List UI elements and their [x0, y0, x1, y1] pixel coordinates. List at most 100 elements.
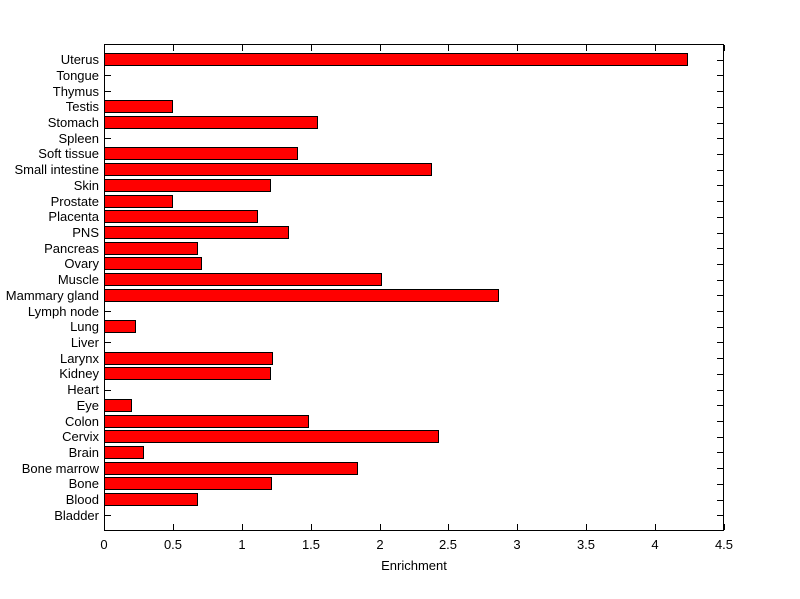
y-tick-label: Pancreas	[44, 241, 99, 256]
y-tick-mark-right	[717, 358, 723, 359]
x-tick-mark-top	[311, 45, 312, 51]
y-tick-mark-right	[717, 217, 723, 218]
y-tick-mark-right	[717, 123, 723, 124]
x-tick-mark	[242, 524, 243, 530]
y-tick-mark-right	[717, 264, 723, 265]
y-tick-label: Soft tissue	[38, 146, 99, 161]
y-tick-mark-right	[717, 327, 723, 328]
x-tick-mark-top	[586, 45, 587, 51]
y-tick-mark-right	[717, 437, 723, 438]
y-tick-label: Mammary gland	[5, 288, 99, 303]
x-tick-mark	[655, 524, 656, 530]
x-tick-label: 4.5	[714, 537, 734, 552]
x-tick-label: 1.5	[301, 537, 321, 552]
bar	[104, 289, 499, 302]
y-tick-mark-right	[717, 138, 723, 139]
y-tick-mark	[105, 91, 111, 92]
y-tick-label: Skin	[73, 178, 99, 193]
bar	[104, 493, 198, 506]
y-tick-mark-right	[717, 311, 723, 312]
y-tick-mark	[105, 311, 111, 312]
y-tick-mark	[105, 342, 111, 343]
x-tick-label: 2.5	[438, 537, 458, 552]
x-tick-mark	[380, 524, 381, 530]
y-tick-label: Bone	[68, 476, 99, 491]
y-tick-mark-right	[717, 280, 723, 281]
y-tick-mark-right	[717, 342, 723, 343]
x-tick-mark	[517, 524, 518, 530]
y-tick-mark-right	[717, 468, 723, 469]
x-tick-label: 2	[376, 537, 384, 552]
x-tick-label: 0.5	[163, 537, 183, 552]
y-tick-label: Colon	[65, 414, 99, 429]
x-tick-mark	[724, 524, 725, 530]
y-tick-label: Liver	[70, 335, 99, 350]
y-tick-label: Brain	[68, 445, 99, 460]
y-tick-label: Lung	[70, 319, 99, 334]
bar	[104, 399, 132, 412]
bar	[104, 210, 258, 223]
y-tick-label: Lymph node	[27, 304, 99, 319]
x-tick-mark	[586, 524, 587, 530]
y-tick-mark	[105, 75, 111, 76]
bar	[104, 242, 198, 255]
bar	[104, 367, 271, 380]
y-tick-label: Prostate	[50, 194, 99, 209]
x-tick-label: 3.5	[576, 537, 596, 552]
y-tick-label: Kidney	[59, 366, 99, 381]
y-tick-label: Thymus	[52, 84, 99, 99]
y-tick-label: Muscle	[57, 272, 99, 287]
y-tick-mark-right	[717, 390, 723, 391]
y-tick-label: Small intestine	[14, 162, 99, 177]
x-tick-mark-top	[655, 45, 656, 51]
y-tick-mark-right	[717, 295, 723, 296]
bar	[104, 163, 432, 176]
bar	[104, 147, 298, 160]
bar	[104, 257, 202, 270]
y-tick-mark-right	[717, 91, 723, 92]
x-tick-label: 0	[100, 537, 108, 552]
bar	[104, 195, 173, 208]
y-tick-mark-right	[717, 248, 723, 249]
y-tick-label: Bone marrow	[21, 461, 99, 476]
bar	[104, 415, 309, 428]
bar	[104, 352, 273, 365]
y-tick-mark-right	[717, 233, 723, 234]
y-tick-label: Uterus	[60, 52, 99, 67]
y-tick-label: Placenta	[48, 209, 99, 224]
y-tick-label: Blood	[65, 492, 99, 507]
y-tick-label: Eye	[76, 398, 99, 413]
y-tick-mark	[105, 390, 111, 391]
y-tick-label: Heart	[67, 382, 99, 397]
y-tick-mark-right	[717, 60, 723, 61]
y-tick-label: Cervix	[62, 429, 99, 444]
y-tick-label: Larynx	[59, 351, 99, 366]
x-tick-mark-top	[380, 45, 381, 51]
bar	[104, 446, 144, 459]
y-tick-label: Ovary	[64, 256, 99, 271]
y-tick-mark-right	[717, 515, 723, 516]
y-tick-label: Stomach	[47, 115, 99, 130]
x-tick-mark	[173, 524, 174, 530]
y-tick-label: Tongue	[56, 68, 99, 83]
x-tick-mark-top	[104, 45, 105, 51]
y-tick-label: Spleen	[58, 131, 99, 146]
y-tick-label: Bladder	[54, 508, 99, 523]
y-tick-label: PNS	[72, 225, 99, 240]
x-tick-mark-top	[517, 45, 518, 51]
x-tick-mark-top	[242, 45, 243, 51]
y-tick-mark-right	[717, 185, 723, 186]
x-tick-mark-top	[724, 45, 725, 51]
bar	[104, 477, 272, 490]
bar	[104, 273, 382, 286]
bar	[104, 462, 358, 475]
y-tick-mark-right	[717, 75, 723, 76]
bar	[104, 100, 173, 113]
y-tick-mark-right	[717, 452, 723, 453]
bar	[104, 430, 439, 443]
bar	[104, 53, 688, 66]
y-tick-mark-right	[717, 484, 723, 485]
y-tick-mark-right	[717, 170, 723, 171]
bar	[104, 226, 289, 239]
